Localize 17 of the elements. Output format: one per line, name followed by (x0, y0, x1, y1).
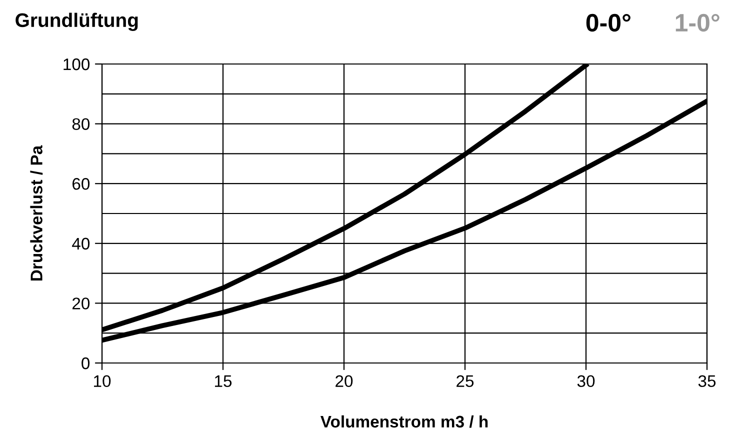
y-tick-label: 80 (72, 118, 90, 130)
x-tick-label: 25 (456, 375, 474, 388)
y-tick-label: 40 (72, 238, 90, 250)
y-tick-label: 0 (82, 357, 90, 370)
x-axis-title: Volumenstrom m3 / h (320, 415, 488, 428)
x-tick-label: 20 (336, 375, 353, 388)
x-tick-label: 35 (698, 375, 716, 388)
y-tick-label: 20 (72, 298, 90, 310)
chart-title: Grundlüftung (16, 12, 138, 31)
y-tick-label: 100 (64, 58, 90, 70)
text: 1-0° (676, 14, 720, 32)
x-tick-label: 15 (215, 375, 232, 388)
y-axis-title: Druckverlust / Pa (30, 145, 43, 280)
x-tick-label: 30 (577, 375, 595, 388)
text: 0-0° (586, 14, 630, 32)
x-tick-label: 10 (94, 375, 111, 388)
y-tick-label: 60 (72, 178, 90, 190)
